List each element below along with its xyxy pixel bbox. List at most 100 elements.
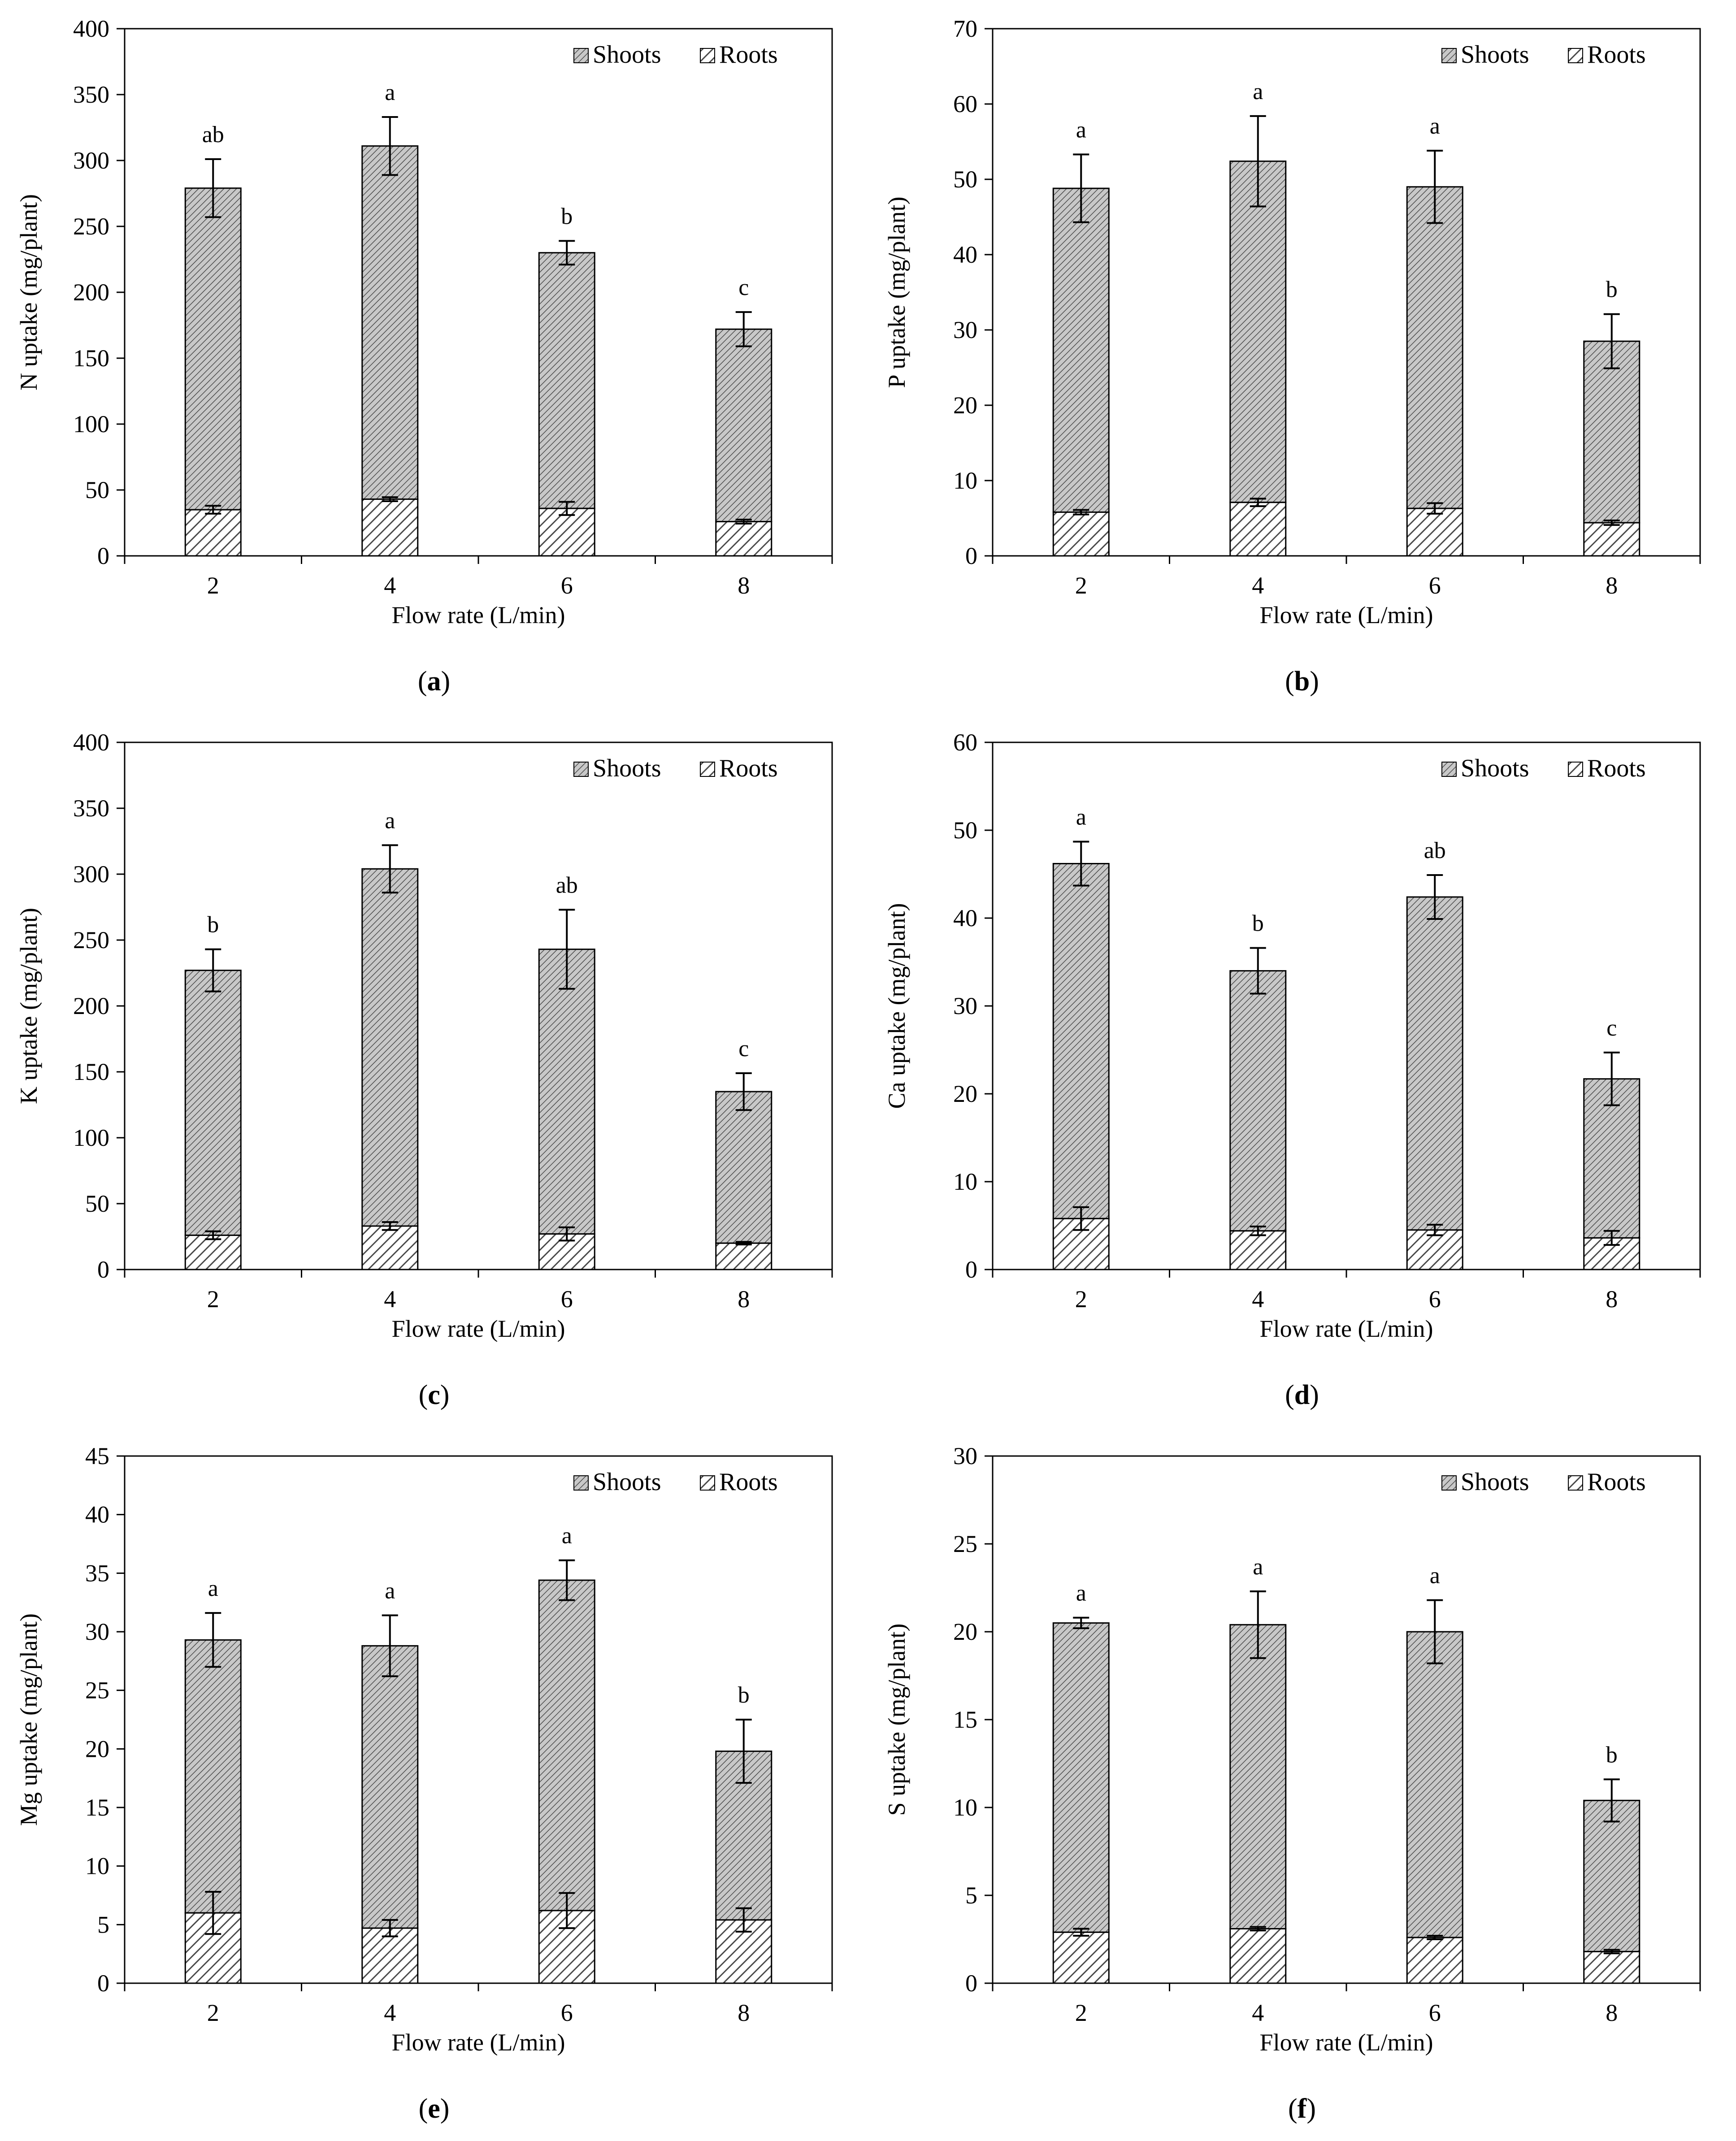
- legend-label-roots: Roots: [1587, 754, 1646, 782]
- caption-letter: d: [1294, 1380, 1310, 1410]
- caption-paren-open: (: [1285, 1380, 1294, 1410]
- x-tick-label: 4: [384, 572, 396, 599]
- panel-caption: (f): [1288, 2093, 1316, 2124]
- chart-ca-uptake: 0 10 20 30 40 50 60 a 2 b 4 ab 6 c 8 Flow rate (L/min) C…: [883, 729, 1701, 1410]
- significance-letter: c: [738, 275, 749, 300]
- y-tick-label: 0: [97, 542, 109, 569]
- bar-shoots: [1583, 1078, 1641, 1239]
- legend-label-shoots: Shoots: [593, 1468, 661, 1496]
- panel-f: 0 5 10 15 20 25 30 a 2 a 4 a 6 b 8 Flow rate (L/min) S u…: [868, 1427, 1736, 2141]
- y-tick-label: 0: [97, 1970, 109, 1997]
- bar-shoots: [1406, 1631, 1463, 1938]
- caption-paren-open: (: [1288, 2093, 1298, 2124]
- bar-roots: [715, 1242, 773, 1270]
- panel-caption: (c): [419, 1380, 450, 1410]
- significance-letter: c: [738, 1036, 749, 1062]
- caption-paren-close: ): [440, 2093, 450, 2124]
- x-tick-label: 4: [1252, 572, 1264, 599]
- bar-shoots: [361, 868, 419, 1227]
- y-tick-label: 10: [85, 1853, 109, 1880]
- x-axis-title: Flow rate (L/min): [392, 1315, 565, 1342]
- bar-roots: [1052, 1931, 1110, 1984]
- caption-letter: c: [428, 1380, 440, 1410]
- y-axis-title: K uptake (mg/plant): [15, 908, 42, 1104]
- bar-roots: [1406, 1937, 1463, 1984]
- y-tick-label: 250: [73, 927, 109, 953]
- chart-n-uptake: 0 50 100 150 200 250 300 350 400 ab 2 a 4 b 6 c 8 Flow ra…: [15, 15, 833, 697]
- bar-roots: [1052, 511, 1110, 557]
- legend-label-roots: Roots: [1587, 41, 1646, 69]
- y-tick-label: 30: [953, 316, 977, 343]
- bar-shoots: [1229, 1624, 1287, 1929]
- y-tick-label: 15: [953, 1706, 977, 1733]
- x-tick-label: 6: [1429, 1286, 1441, 1313]
- y-tick-label: 50: [85, 477, 109, 503]
- x-tick-label: 8: [1606, 1999, 1618, 2026]
- x-tick-label: 6: [561, 1999, 573, 2026]
- bar-shoots: [1406, 896, 1463, 1231]
- y-tick-label: 20: [953, 392, 977, 419]
- x-tick-label: 4: [384, 1999, 396, 2026]
- y-tick-label: 100: [73, 1124, 109, 1151]
- significance-letter: c: [1606, 1015, 1617, 1041]
- caption-paren-close: ): [440, 1380, 450, 1410]
- x-axis-title: Flow rate (L/min): [1260, 2029, 1433, 2056]
- x-axis-title: Flow rate (L/min): [392, 602, 565, 628]
- caption-letter: a: [427, 666, 441, 697]
- bar-shoots: [1229, 970, 1287, 1232]
- y-tick-label: 5: [97, 1911, 109, 1938]
- significance-letter: ab: [202, 122, 224, 147]
- bar-roots: [1406, 1229, 1463, 1270]
- y-tick-label: 5: [965, 1882, 977, 1909]
- legend-swatch-roots: [1568, 762, 1583, 777]
- x-axis-title: Flow rate (L/min): [392, 2029, 565, 2056]
- bar-roots: [1229, 502, 1287, 557]
- legend-label-shoots: Shoots: [1461, 41, 1529, 69]
- bar-shoots: [1583, 1799, 1641, 1952]
- legend-label-shoots: Shoots: [593, 41, 661, 69]
- bar-roots: [1583, 522, 1641, 557]
- y-tick-label: 50: [953, 166, 977, 193]
- y-tick-label: 15: [85, 1794, 109, 1821]
- significance-letter: a: [1253, 79, 1263, 104]
- y-tick-label: 25: [953, 1530, 977, 1557]
- y-tick-label: 70: [953, 15, 977, 42]
- y-tick-label: 200: [73, 992, 109, 1019]
- caption-paren-close: ): [1306, 2093, 1316, 2124]
- y-axis-title: Mg uptake (mg/plant): [15, 1613, 42, 1826]
- y-tick-label: 250: [73, 213, 109, 240]
- x-tick-label: 6: [561, 572, 573, 599]
- legend-label-roots: Roots: [719, 41, 778, 69]
- y-axis-title: N uptake (mg/plant): [15, 194, 42, 390]
- y-tick-label: 45: [85, 1443, 109, 1469]
- caption-paren-open: (: [419, 2093, 428, 2124]
- y-tick-label: 50: [85, 1190, 109, 1217]
- panel-caption: (e): [419, 2093, 450, 2124]
- significance-letter: a: [385, 1578, 395, 1604]
- y-tick-label: 35: [85, 1560, 109, 1586]
- x-axis-title: Flow rate (L/min): [1260, 1315, 1433, 1342]
- significance-letter: b: [1606, 1742, 1618, 1768]
- panel-caption: (d): [1285, 1380, 1319, 1410]
- y-tick-label: 10: [953, 1794, 977, 1821]
- significance-letter: a: [1076, 1581, 1086, 1606]
- significance-letter: b: [738, 1682, 750, 1708]
- y-tick-label: 100: [73, 411, 109, 438]
- bar-shoots: [184, 970, 242, 1236]
- panel-caption: (b): [1285, 666, 1319, 697]
- y-tick-label: 40: [953, 905, 977, 932]
- significance-letter: a: [1430, 113, 1440, 139]
- legend-swatch-shoots: [573, 762, 589, 777]
- bar-roots: [184, 1235, 242, 1270]
- y-tick-label: 0: [965, 1970, 977, 1997]
- bar-shoots: [184, 1639, 242, 1914]
- bar-shoots: [1229, 160, 1287, 503]
- x-tick-label: 2: [207, 1999, 219, 2026]
- y-tick-label: 350: [73, 795, 109, 822]
- significance-letter: a: [1076, 117, 1086, 143]
- caption-letter: e: [428, 2093, 440, 2124]
- legend-swatch-roots: [700, 48, 715, 63]
- x-tick-label: 2: [207, 1286, 219, 1313]
- y-tick-label: 20: [85, 1735, 109, 1762]
- legend-swatch-shoots: [573, 48, 589, 63]
